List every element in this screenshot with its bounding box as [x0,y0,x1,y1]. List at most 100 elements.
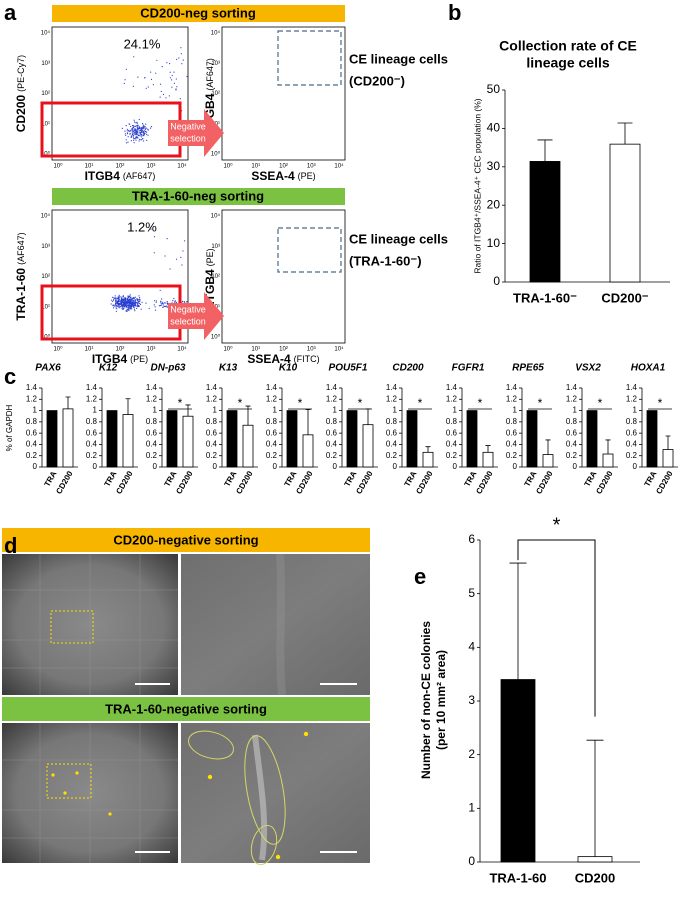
event [154,309,157,311]
axis-marker: SSEA-4 [251,169,295,183]
y-tick-label: 1 [453,406,458,415]
event [144,77,146,79]
event [147,134,149,136]
event [137,134,140,137]
event [169,268,171,270]
error-bar [305,409,311,435]
y-tick-label: 1 [273,406,278,415]
panel-label: b [448,0,461,25]
banner-text: CD200-negative sorting [113,532,258,547]
y-tick-label: 0.2 [446,451,458,460]
event [171,79,173,81]
event [126,310,128,312]
y-tick-label: 0.4 [446,440,458,449]
event [120,301,122,303]
event [131,135,133,137]
y-tick-label: 0 [573,462,578,471]
event [138,118,140,121]
y-tick-label: 0.8 [506,417,518,426]
gate-label: (CD200⁻) [349,73,405,88]
event [121,298,123,300]
event [150,78,153,80]
y-tick-label: 10⁴ [41,30,51,37]
event [117,302,119,304]
bar [226,410,238,468]
plot-frame [51,209,189,344]
arrow-label: selection [170,133,206,143]
bar [286,410,298,468]
y-tick-label: 0.2 [326,451,338,460]
event [166,306,168,308]
event [117,301,119,303]
y-tick-label: 1.2 [26,394,38,403]
x-tick-label: 10⁰ [53,346,63,353]
event [123,305,126,308]
event [145,123,147,125]
event [166,303,169,305]
x-tick-label: 10² [279,347,288,353]
event [125,300,127,302]
event [128,302,131,305]
event [166,305,168,307]
event [115,300,117,302]
event [115,302,117,304]
significance-mark: * [358,396,363,410]
x-tick-label: 10³ [147,347,156,353]
percentage: 24.1% [124,36,161,51]
event [122,304,124,306]
event [113,299,115,301]
x-tick-label: TRA [43,469,59,488]
event [155,300,157,302]
y-tick-label: 1.2 [386,394,398,403]
x-tick-label: TRA [283,469,299,488]
axis-channel: (PE-Cy7) [16,55,26,92]
tile-seams [2,554,178,695]
bar [302,434,314,468]
event [162,306,164,308]
y-tick-label: 0 [33,462,38,471]
event [142,126,144,128]
event [140,131,142,133]
y-tick-label: 1.2 [146,394,158,403]
event [137,76,139,78]
event [181,63,183,65]
event [127,300,129,302]
error-bar [365,408,371,425]
y-tick-label: 0 [393,462,398,471]
error-bar [509,562,527,680]
event [136,302,138,304]
gene-name: K10 [279,363,298,374]
event [147,128,149,130]
event [133,56,135,58]
y-tick-label: 0.2 [626,451,638,460]
y-tick-label: 1.4 [266,383,278,392]
event [112,304,114,306]
y-tick-label: 1.4 [506,383,518,392]
y-tick-label: 0 [153,462,158,471]
event [141,126,143,129]
y-tick-label: 1 [633,406,638,415]
event [115,297,117,299]
event [133,296,135,299]
event [132,306,134,308]
event [115,298,117,300]
y-tick-label: 1 [573,406,578,415]
y-tick-label: 0.6 [86,428,98,437]
y-tick-label: 0.8 [626,417,638,426]
x-tick-label: CD200 [534,469,555,496]
event [163,305,165,307]
y-tick-label: 1.2 [326,394,338,403]
x-tick-label: CD200 [654,469,675,496]
y-tick-label: 0 [453,462,458,471]
event [116,301,118,303]
banner-text: CD200-neg sorting [140,5,256,20]
event [138,298,140,300]
event [133,129,135,131]
event [124,297,126,299]
event [127,141,129,143]
event [138,126,140,128]
y-tick-label: 2 [468,747,475,761]
y-tick-label: 1.2 [506,394,518,403]
y-tick-label: 0.8 [86,417,98,426]
x-tick-label: 10¹ [251,164,260,170]
